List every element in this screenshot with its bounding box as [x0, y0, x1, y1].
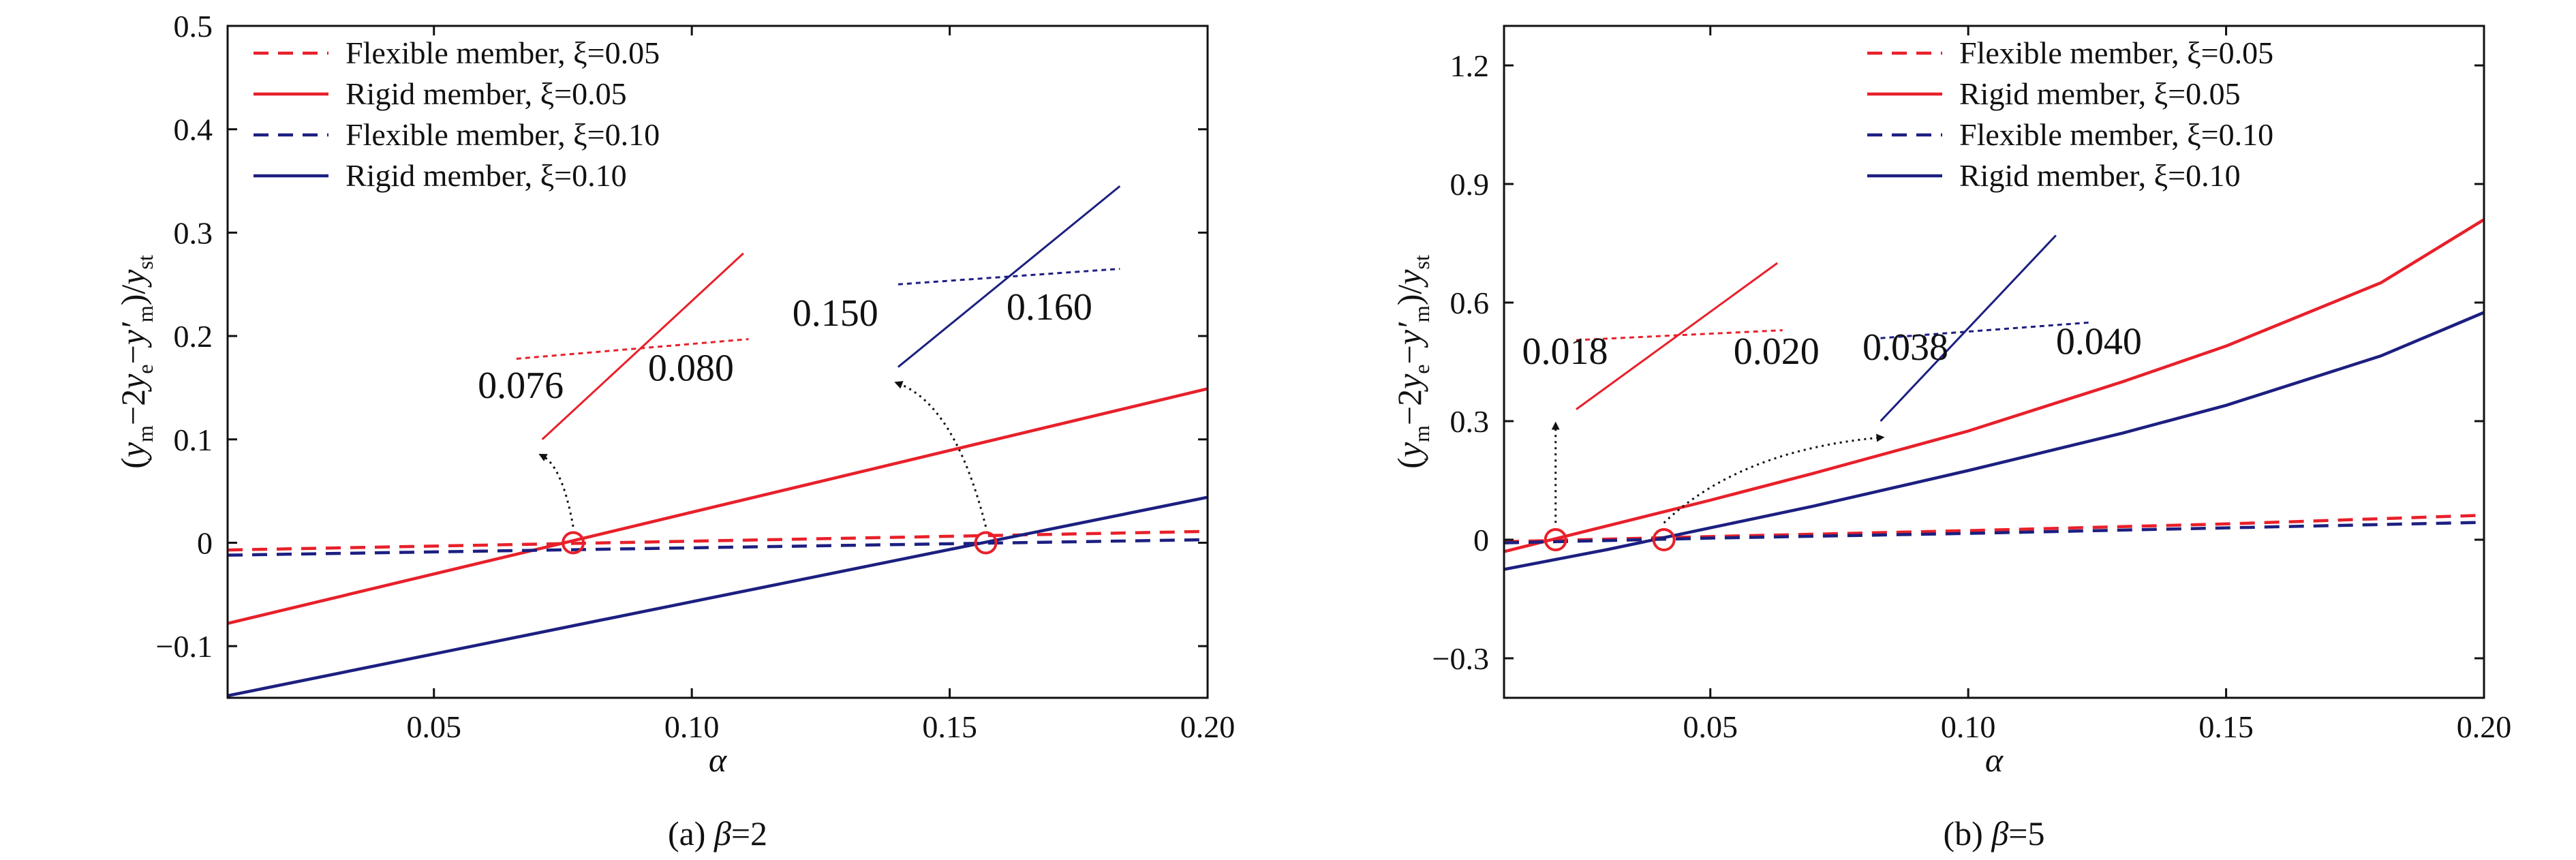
series-line [228, 529, 1208, 552]
x-tick-label: 0.05 [1683, 709, 1738, 744]
x-axis-label: α [1985, 741, 2004, 779]
inset-label: 0.076 [478, 365, 564, 407]
zoom-arrow [538, 453, 574, 527]
series-line [1504, 311, 2484, 571]
zoom-arrow [1663, 433, 1885, 524]
tick-marks: 0.05 0.10 0.15 0.20 −0.3 0 0.3 0.6 0.9 1.2 [1432, 26, 2512, 744]
inset-label: 0.160 [1007, 286, 1092, 328]
legend-label: Flexible member, ξ=0.05 [346, 35, 660, 70]
x-tick-label: 0.20 [2457, 709, 2512, 744]
y-tick-label: 0.3 [174, 215, 213, 250]
plot-area: 0.076 0.080 0.150 0.160 [228, 185, 1208, 698]
series-line [228, 538, 1208, 557]
x-tick-label: 0.20 [1180, 709, 1236, 744]
y-tick-label: 0 [1473, 523, 1489, 557]
legend: Flexible member, ξ=0.05 Rigid member, ξ=0… [1867, 35, 2273, 193]
zoom-arrow [894, 381, 987, 527]
chart-panel-b: 0.018 0.020 0.038 0.040 0.05 0.10 0.15 0.20 −0.… [1390, 25, 2512, 853]
legend: Flexible member, ξ=0.05 Rigid member, ξ=0… [254, 35, 660, 193]
series-line [228, 495, 1208, 698]
chart-caption: (b) β=5 [1944, 814, 2045, 853]
y-tick-label: 0.1 [174, 423, 213, 457]
x-tick-label: 0.10 [664, 709, 720, 744]
x-tick-label: 0.15 [2198, 709, 2254, 744]
y-tick-label: 0.2 [174, 319, 213, 354]
series-line [1504, 218, 2484, 553]
legend-label: Rigid member, ξ=0.10 [1959, 158, 2241, 193]
y-tick-label: 0 [197, 525, 213, 560]
legend-label: Flexible member, ξ=0.10 [346, 117, 660, 152]
y-tick-label: 1.2 [1450, 48, 1490, 83]
y-axis-label: (ym−2ye−y′m)/yst [1390, 255, 1434, 469]
inset-label: 0.018 [1522, 331, 1608, 373]
intersection-marker [1652, 528, 1676, 551]
intersection-marker [562, 531, 585, 555]
inset-rigid-line [1880, 234, 2057, 423]
series-line [1504, 521, 2484, 544]
inset-rigid-line [541, 252, 744, 440]
y-tick-label: 0.9 [1450, 167, 1490, 202]
inset-label: 0.080 [648, 347, 734, 389]
series-line [228, 387, 1208, 625]
legend-label: Rigid member, ξ=0.10 [346, 158, 627, 193]
legend-label: Rigid member, ξ=0.05 [1959, 76, 2241, 111]
plot-frame [226, 25, 1209, 699]
tick-marks: 0.05 0.10 0.15 0.20 −0.1 0 0.1 0.2 0.3 0.4 0.5 [156, 9, 1236, 744]
inset-label: 0.020 [1734, 331, 1820, 373]
inset-rigid-line [897, 185, 1121, 368]
chart-caption: (a) β=2 [668, 814, 767, 853]
inset-label: 0.150 [793, 292, 878, 335]
y-tick-label: 0.5 [174, 9, 213, 44]
intersection-marker [1544, 528, 1567, 551]
x-tick-label: 0.15 [922, 709, 977, 744]
intersection-marker [974, 531, 998, 555]
x-tick-label: 0.10 [1941, 709, 1996, 744]
inset-flexible-line [1576, 329, 1783, 341]
x-axis-label: α [709, 741, 728, 779]
legend-label: Rigid member, ξ=0.05 [346, 76, 627, 111]
y-tick-label: 0.6 [1450, 286, 1490, 320]
y-tick-label: −0.3 [1432, 641, 1489, 676]
inset-flexible-line [898, 267, 1120, 286]
y-tick-label: 0.3 [1450, 404, 1490, 439]
legend-label: Flexible member, ξ=0.10 [1959, 117, 2273, 152]
y-tick-label: 0.4 [174, 112, 213, 147]
y-tick-label: −0.1 [156, 629, 213, 664]
inset-flexible-line [516, 338, 749, 360]
x-tick-label: 0.05 [406, 709, 461, 744]
inset-label: 0.040 [2056, 320, 2142, 363]
plot-area: 0.018 0.020 0.038 0.040 [1504, 218, 2484, 571]
legend-label: Flexible member, ξ=0.05 [1959, 35, 2273, 70]
y-axis-label: (ym−2ye−y′m)/yst [114, 255, 157, 469]
series-line [1504, 513, 2484, 544]
inset-label: 0.038 [1862, 326, 1948, 369]
plot-frame [1503, 25, 2485, 699]
